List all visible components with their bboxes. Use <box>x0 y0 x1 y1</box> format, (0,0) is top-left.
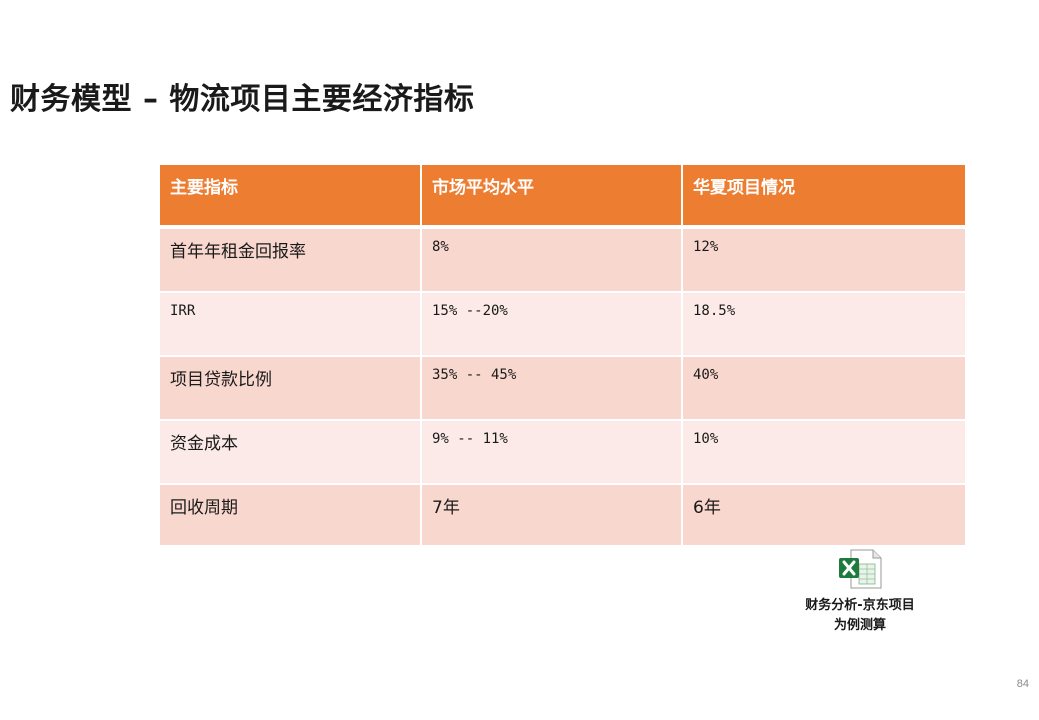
project-value-cell: 18.5% <box>681 291 965 357</box>
indicators-table: 主要指标 市场平均水平 华夏项目情况 首年年租金回报率 8% 12% IRR 1… <box>160 165 965 547</box>
excel-file-icon <box>839 549 882 589</box>
column-header-indicator: 主要指标 <box>160 165 422 229</box>
page-number: 84 <box>1016 678 1029 690</box>
table-row: 回收周期 7年 6年 <box>160 483 965 547</box>
project-value-cell: 10% <box>681 419 965 485</box>
market-value-cell: 8% <box>420 226 683 293</box>
indicator-cell: 首年年租金回报率 <box>160 226 422 293</box>
table-header-row: 主要指标 市场平均水平 华夏项目情况 <box>160 165 965 229</box>
indicator-cell: IRR <box>160 291 422 357</box>
slide-title: 财务模型 – 物流项目主要经济指标 <box>10 82 475 117</box>
column-header-market-average: 市场平均水平 <box>420 165 683 229</box>
project-value-cell: 40% <box>681 355 965 421</box>
market-value-cell: 15% --20% <box>420 291 683 357</box>
indicator-cell: 资金成本 <box>160 419 422 485</box>
project-value-cell: 6年 <box>681 483 965 547</box>
table-row: 资金成本 9% -- 11% 10% <box>160 419 965 485</box>
market-value-cell: 7年 <box>420 483 683 547</box>
indicator-cell: 回收周期 <box>160 483 422 547</box>
indicator-cell: 项目贷款比例 <box>160 355 422 421</box>
table-row: 项目贷款比例 35% -- 45% 40% <box>160 355 965 421</box>
table-row: 首年年租金回报率 8% 12% <box>160 226 965 293</box>
attachment-label[interactable]: 财务分析-京东项目为例测算 <box>805 598 915 633</box>
market-value-cell: 35% -- 45% <box>420 355 683 421</box>
column-header-project-status: 华夏项目情况 <box>681 165 965 229</box>
table-row: IRR 15% --20% 18.5% <box>160 291 965 357</box>
market-value-cell: 9% -- 11% <box>420 419 683 485</box>
project-value-cell: 12% <box>681 226 965 293</box>
embedded-spreadsheet-attachment[interactable]: 财务分析-京东项目为例测算 <box>796 548 924 636</box>
